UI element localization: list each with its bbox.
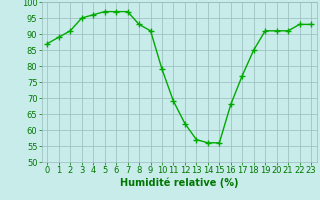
X-axis label: Humidité relative (%): Humidité relative (%): [120, 178, 238, 188]
